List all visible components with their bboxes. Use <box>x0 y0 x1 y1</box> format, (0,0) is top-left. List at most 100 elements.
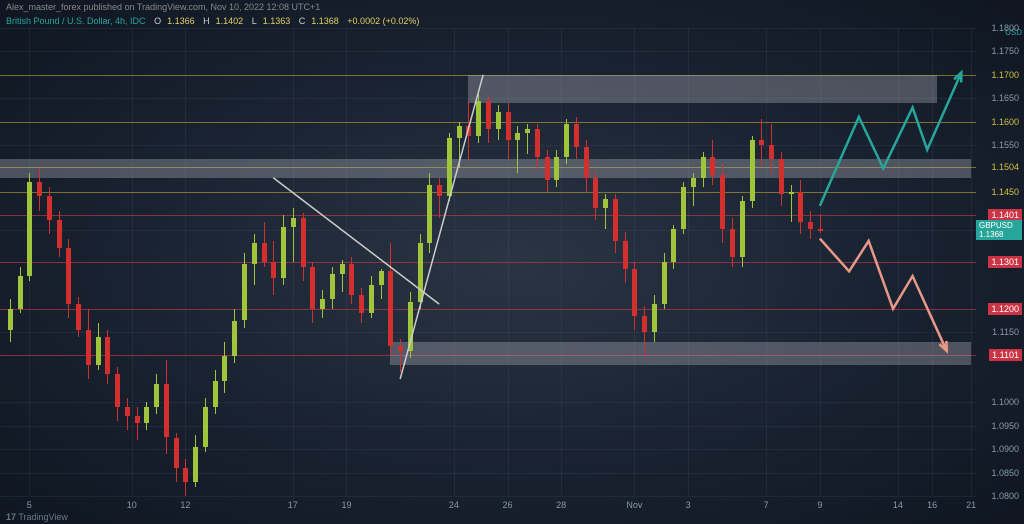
candle-body[interactable] <box>437 185 442 197</box>
projection-line[interactable] <box>820 239 947 351</box>
h-price-line[interactable] <box>0 309 976 310</box>
candle-body[interactable] <box>18 276 23 309</box>
candle-body[interactable] <box>222 356 227 382</box>
candle-body[interactable] <box>301 218 306 267</box>
candle-body[interactable] <box>652 304 657 332</box>
candle-body[interactable] <box>603 199 608 208</box>
candle-body[interactable] <box>262 243 267 262</box>
price-label: GBPUSD 1.1368 <box>976 220 1022 240</box>
candle-body[interactable] <box>105 337 110 374</box>
candle-body[interactable] <box>720 175 725 229</box>
price-axis[interactable]: USD 1.18001.17501.17001.16501.16001.1550… <box>976 28 1024 496</box>
candle-body[interactable] <box>623 241 628 269</box>
candle-body[interactable] <box>710 157 715 176</box>
candle-body[interactable] <box>545 157 550 180</box>
candle-body[interactable] <box>574 124 579 147</box>
candle-body[interactable] <box>632 269 637 316</box>
candle-body[interactable] <box>476 101 481 136</box>
candle-body[interactable] <box>408 302 413 351</box>
candle-body[interactable] <box>164 384 169 438</box>
candle-body[interactable] <box>183 468 188 482</box>
candle-body[interactable] <box>174 438 179 468</box>
candle-body[interactable] <box>330 274 335 300</box>
candle-body[interactable] <box>388 271 393 346</box>
candle-body[interactable] <box>818 229 823 231</box>
time-axis[interactable]: 510121719242628Nov379141621 <box>0 496 976 510</box>
candle-body[interactable] <box>359 295 364 314</box>
price-label: 1.1000 <box>988 396 1022 408</box>
candle-body[interactable] <box>320 299 325 308</box>
candle-body[interactable] <box>593 178 598 208</box>
candle-body[interactable] <box>203 407 208 447</box>
candle-body[interactable] <box>57 220 62 248</box>
candle-body[interactable] <box>789 192 794 194</box>
candle-body[interactable] <box>769 145 774 159</box>
trend-line[interactable] <box>273 178 439 304</box>
candle-body[interactable] <box>232 321 237 356</box>
candle-body[interactable] <box>535 129 540 157</box>
candle-body[interactable] <box>701 157 706 178</box>
candle-body[interactable] <box>525 129 530 134</box>
candle-body[interactable] <box>515 133 520 140</box>
candle-body[interactable] <box>750 140 755 201</box>
candle-body[interactable] <box>369 285 374 313</box>
candle-body[interactable] <box>486 101 491 129</box>
candle-body[interactable] <box>291 218 296 227</box>
candle-body[interactable] <box>252 243 257 264</box>
candle-body[interactable] <box>808 222 813 229</box>
candle-body[interactable] <box>798 192 803 222</box>
candle-body[interactable] <box>730 229 735 257</box>
chart-area[interactable] <box>0 28 976 496</box>
candle-body[interactable] <box>662 262 667 304</box>
candle-body[interactable] <box>271 262 276 278</box>
candle-body[interactable] <box>281 227 286 278</box>
candle-body[interactable] <box>466 126 471 135</box>
candle-body[interactable] <box>154 384 159 407</box>
grid-line <box>0 332 976 333</box>
candle-body[interactable] <box>457 126 462 138</box>
candle-body[interactable] <box>681 187 686 229</box>
candle-body[interactable] <box>125 407 130 416</box>
candle-body[interactable] <box>398 346 403 351</box>
candle-body[interactable] <box>671 229 676 262</box>
candle-body[interactable] <box>779 159 784 194</box>
zone-box[interactable] <box>468 75 936 103</box>
h-price-line[interactable] <box>0 262 976 263</box>
candle-body[interactable] <box>193 447 198 482</box>
candle-body[interactable] <box>584 147 589 177</box>
candle-body[interactable] <box>642 316 647 332</box>
candle-body[interactable] <box>418 243 423 302</box>
candle-body[interactable] <box>96 337 101 365</box>
candle-body[interactable] <box>76 304 81 330</box>
candle-body[interactable] <box>496 112 501 128</box>
zone-box[interactable] <box>390 342 971 365</box>
candle-body[interactable] <box>379 271 384 285</box>
candle-body[interactable] <box>213 381 218 407</box>
candle-body[interactable] <box>564 124 569 157</box>
candle-body[interactable] <box>427 185 432 244</box>
candle-body[interactable] <box>8 309 13 330</box>
candle-body[interactable] <box>115 374 120 407</box>
h-price-line[interactable] <box>0 215 976 216</box>
candle-body[interactable] <box>447 138 452 197</box>
candle-body[interactable] <box>759 140 764 145</box>
candle-body[interactable] <box>27 182 32 276</box>
h-price-line[interactable] <box>0 192 976 193</box>
candle-body[interactable] <box>242 264 247 320</box>
candle-body[interactable] <box>691 178 696 187</box>
candle-body[interactable] <box>554 157 559 180</box>
candle-body[interactable] <box>613 199 618 241</box>
symbol-name[interactable]: British Pound / U.S. Dollar, 4h, IDC <box>6 16 146 26</box>
candle-body[interactable] <box>86 330 91 365</box>
candle-body[interactable] <box>37 182 42 196</box>
candle-body[interactable] <box>740 201 745 257</box>
candle-body[interactable] <box>349 264 354 294</box>
candle-body[interactable] <box>340 264 345 273</box>
candle-body[interactable] <box>310 267 315 309</box>
zone-box[interactable] <box>0 159 971 178</box>
candle-body[interactable] <box>506 112 511 140</box>
candle-body[interactable] <box>144 407 149 423</box>
candle-body[interactable] <box>66 248 71 304</box>
candle-body[interactable] <box>135 416 140 423</box>
candle-body[interactable] <box>47 196 52 219</box>
